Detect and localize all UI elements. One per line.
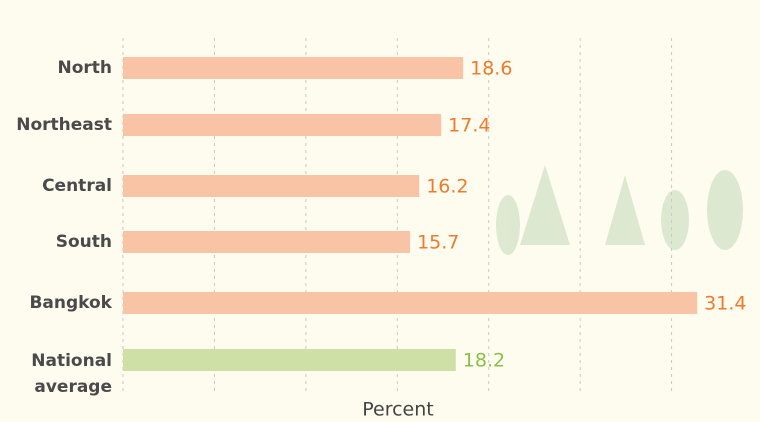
decor-trees <box>496 165 743 255</box>
bar <box>123 57 463 79</box>
category-label: North <box>8 55 112 81</box>
category-label: National average <box>8 348 112 400</box>
category-label: Bangkok <box>8 290 112 316</box>
category-label: Central <box>8 173 112 199</box>
category-label: Northeast <box>8 112 112 138</box>
value-label: 17.4 <box>448 115 490 137</box>
bar <box>123 349 456 371</box>
bar <box>123 292 697 314</box>
bar <box>123 175 419 197</box>
bar <box>123 231 410 253</box>
value-label: 18.2 <box>463 350 505 372</box>
value-label: 18.6 <box>470 58 512 80</box>
value-label: 31.4 <box>704 293 746 315</box>
chart: Percent 18.6 17.4 16.2 15.7 31.4 18.2 North No… <box>0 0 760 422</box>
x-axis-label: Percent <box>362 399 434 421</box>
bar <box>123 114 441 136</box>
value-label: 16.2 <box>426 176 468 198</box>
category-label: South <box>8 229 112 255</box>
value-label: 15.7 <box>417 232 459 254</box>
chart-svg: Percent 18.6 17.4 16.2 15.7 31.4 18.2 <box>0 0 760 422</box>
